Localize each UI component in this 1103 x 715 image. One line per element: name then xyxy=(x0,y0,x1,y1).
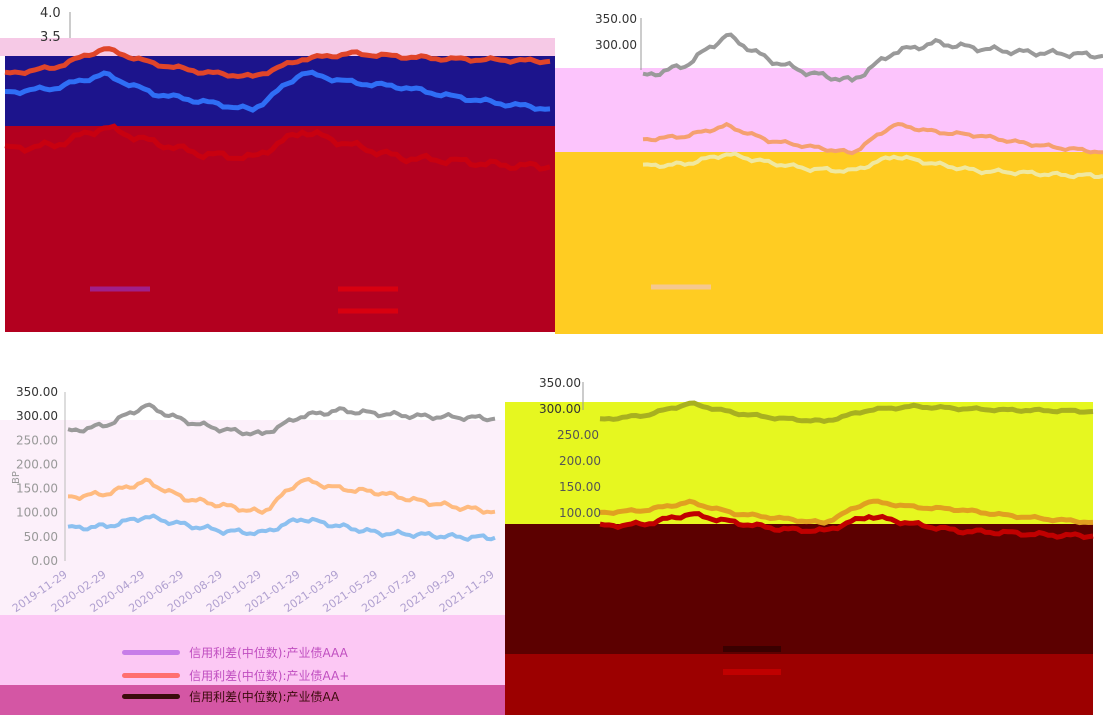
br-line-amber xyxy=(599,498,1094,526)
br-line-olive xyxy=(599,400,1094,424)
br-tick-300: 300.00 xyxy=(539,402,581,416)
br-tick-200: 200.00 xyxy=(559,454,601,468)
tr-tick-300: 300.00 xyxy=(595,38,637,52)
bl-legend-bg xyxy=(0,615,505,685)
tl-axis-label-top: 4.0 xyxy=(40,6,61,21)
bl-y-title: BP xyxy=(10,471,22,484)
tl-line-upper xyxy=(4,46,551,80)
panel-top-right: 350.00 300.00 xyxy=(555,0,1103,335)
br-red-band xyxy=(505,654,1093,715)
bl-y-tick-label: 50.00 xyxy=(24,530,58,544)
bl-y-tick-label: 0.00 xyxy=(31,554,58,568)
line-series-aaplus xyxy=(68,477,496,515)
tr-yellow-band xyxy=(555,152,1103,334)
bl-y-tick-label: 100.00 xyxy=(16,506,58,520)
bl-bottom-band xyxy=(0,685,505,715)
br-tick-350: 350.00 xyxy=(539,376,581,390)
legend-item-aaplus: 信用利差(中位数):产业债AA+ xyxy=(122,665,349,684)
panel-top-left: 4.0 3.5 xyxy=(0,0,555,335)
bl-y-tick-label: 200.00 xyxy=(16,457,58,471)
tl-white-strip xyxy=(0,0,555,44)
line-series-aa xyxy=(67,402,496,437)
br-tick-250: 250.00 xyxy=(557,428,599,442)
legend-label-aaa: 信用利差(中位数):产业债AAA xyxy=(189,646,348,660)
br-tick-150: 150.00 xyxy=(559,480,601,494)
br-lines xyxy=(582,382,1094,675)
br-tick-100: 100.00 xyxy=(559,506,601,520)
bl-y-tick-label: 250.00 xyxy=(16,433,58,447)
legend-label-aa: 信用利差(中位数):产业债AA xyxy=(189,690,340,704)
line-series-aaa xyxy=(67,513,496,542)
bl-y-tick-label: 150.00 xyxy=(16,482,58,496)
tl-lines xyxy=(4,12,551,314)
legend-swatch-aaplus xyxy=(122,673,180,678)
legend-swatch-aa xyxy=(122,694,180,699)
tr-line-gray xyxy=(642,32,1103,83)
tr-lines xyxy=(640,18,1103,290)
tr-tick-350: 350.00 xyxy=(595,12,637,26)
tl-axis-label-second: 3.5 xyxy=(40,30,61,45)
tl-pink-strip xyxy=(0,38,555,56)
tr-line-orange xyxy=(642,121,1103,156)
tl-line-blue xyxy=(4,69,551,113)
br-line-red xyxy=(599,511,1094,541)
bl-chart: 350.00 300.00 250.00 200.00 150.00 100.00 50.0… xyxy=(10,385,497,615)
legend-item-aaa: 信用利差(中位数):产业债AAA xyxy=(122,642,348,661)
bl-bg xyxy=(0,420,505,620)
bl-y-tick-label: 350.00 xyxy=(16,385,58,399)
br-dark-band xyxy=(505,524,1093,654)
bl-y-tick-label: 300.00 xyxy=(16,409,58,423)
tr-line-pale xyxy=(642,151,1103,180)
tl-line-lower xyxy=(4,123,551,172)
panel-bottom-right: 350.00 300.00 250.00 200.00 150.00 100.0… xyxy=(505,370,1103,715)
legend-item-aa: 信用利差(中位数):产业债AA xyxy=(122,686,339,705)
legend-swatch-aaa xyxy=(122,650,180,655)
legend-label-aaplus: 信用利差(中位数):产业债AA+ xyxy=(189,669,350,683)
panel-bottom-left: 350.00 300.00 250.00 200.00 150.00 100.00 50.0… xyxy=(0,380,505,715)
